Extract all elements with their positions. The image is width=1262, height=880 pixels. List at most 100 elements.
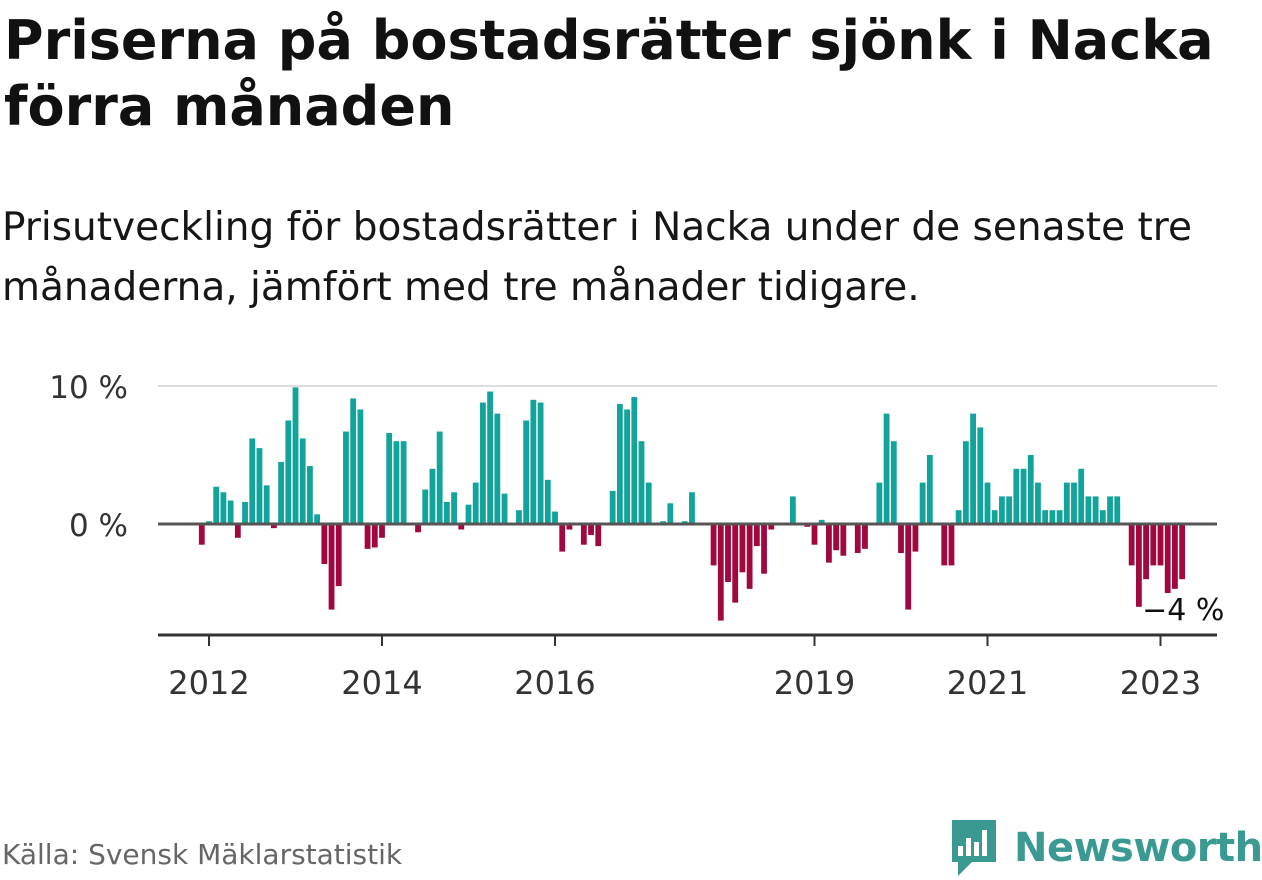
bar (530, 399, 537, 524)
bar (270, 524, 277, 529)
bar (833, 524, 840, 551)
bar (220, 492, 227, 524)
y-tick-label: 0 % (69, 508, 128, 544)
bar (941, 524, 948, 566)
bar (717, 524, 724, 621)
bar (876, 482, 883, 524)
bar (1092, 496, 1099, 524)
bar (898, 524, 904, 553)
bar (588, 524, 594, 536)
bar (710, 524, 717, 566)
bar (537, 402, 544, 524)
bar (436, 431, 443, 524)
bar (307, 466, 313, 524)
brand-name: Newsworthy (1014, 825, 1262, 871)
bar (638, 441, 645, 524)
bar (400, 441, 407, 524)
bar (285, 420, 292, 524)
bar (862, 524, 868, 549)
bar (624, 409, 630, 524)
bar (991, 510, 998, 524)
bar (1056, 510, 1063, 524)
bar (970, 413, 976, 524)
brand-logo: Newsworthy (948, 816, 1262, 880)
bar (227, 500, 234, 524)
bar (292, 387, 299, 524)
bar (343, 431, 349, 524)
bar (1107, 496, 1113, 524)
bar (386, 432, 393, 524)
bar (1099, 510, 1106, 524)
bar (999, 496, 1005, 524)
bar (984, 482, 991, 524)
bar (234, 524, 241, 538)
x-tick-label: 2019 (774, 664, 855, 702)
bar (335, 524, 342, 587)
bar (451, 492, 457, 524)
bar (429, 468, 436, 524)
bar (840, 524, 847, 556)
bar (818, 519, 825, 524)
bar (725, 524, 731, 582)
bar (667, 503, 674, 524)
bar (1071, 482, 1077, 524)
bar (249, 438, 256, 524)
bar (631, 397, 638, 524)
chart-title: Priserna på bostadsrätter sjönk i Nacka … (4, 9, 1214, 138)
bar (616, 403, 623, 524)
bar (1006, 496, 1013, 524)
bar (278, 461, 284, 524)
bar (1035, 482, 1041, 524)
bar (1063, 482, 1070, 524)
bar (890, 441, 897, 524)
bar (609, 490, 616, 524)
bar (1179, 524, 1186, 580)
bar (926, 455, 933, 524)
bar (689, 492, 695, 524)
x-tick-label: 2012 (168, 664, 249, 702)
bar (552, 511, 558, 524)
bar (328, 524, 335, 610)
bar (263, 485, 270, 524)
last-value-label: −4 % (1142, 593, 1224, 628)
bar (198, 524, 205, 545)
bar (523, 420, 530, 524)
bar (242, 501, 248, 524)
bar (364, 524, 371, 549)
bar (1128, 524, 1135, 566)
bar (393, 441, 400, 524)
bar (1143, 524, 1149, 580)
bar (321, 524, 328, 565)
bar (1020, 468, 1027, 524)
bar (213, 486, 220, 524)
bar (739, 524, 746, 573)
bar (443, 501, 450, 524)
bar (559, 524, 566, 552)
bar (371, 524, 378, 548)
bar (415, 524, 421, 533)
bar (566, 524, 573, 530)
bar (955, 510, 962, 524)
bar (480, 402, 486, 524)
bar (580, 524, 587, 545)
bar (379, 524, 385, 538)
bar (1078, 468, 1085, 524)
bar (883, 413, 890, 524)
bar (544, 479, 551, 524)
bar (1085, 496, 1092, 524)
bar (516, 510, 522, 524)
bar (1135, 524, 1142, 607)
bar (977, 427, 984, 524)
x-tick-label: 2021 (947, 664, 1028, 702)
bar (789, 496, 796, 524)
bar (912, 524, 919, 552)
bar (357, 409, 364, 524)
bar (1013, 468, 1020, 524)
bar (1164, 524, 1171, 593)
bar (501, 493, 508, 524)
bar (811, 524, 818, 545)
bar-chart-badge-icon (952, 820, 996, 876)
bar (465, 504, 472, 524)
x-tick-label: 2023 (1120, 664, 1201, 702)
bar (472, 482, 479, 524)
